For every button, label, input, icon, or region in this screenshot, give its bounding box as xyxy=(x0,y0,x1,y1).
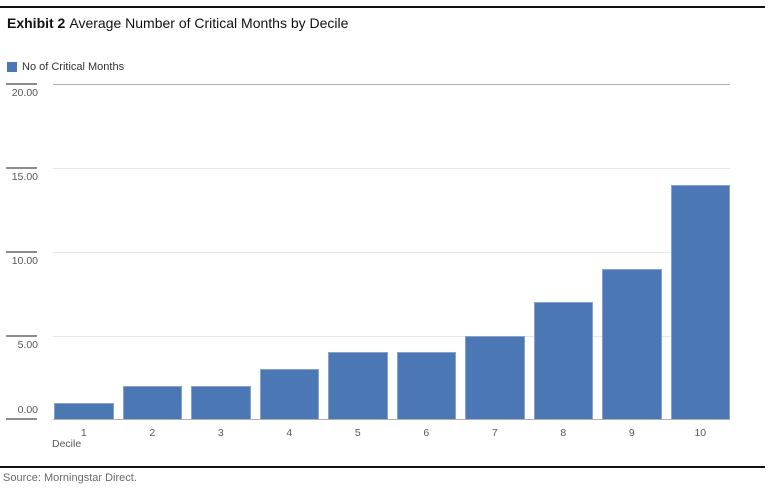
x-tick-label-5: 5 xyxy=(354,427,361,439)
source-note: Source: Morningstar Direct. xyxy=(3,472,137,484)
bar-decile-3 xyxy=(191,385,251,420)
legend-swatch-icon xyxy=(7,62,17,72)
exhibit-title: Exhibit 2 Average Number of Critical Mont… xyxy=(7,15,348,31)
gridline-15 xyxy=(53,167,730,169)
chart-legend: No of Critical Months xyxy=(7,61,124,73)
y-tick-10 xyxy=(6,250,37,253)
x-tick-label-9: 9 xyxy=(628,427,635,439)
y-tick-0 xyxy=(6,418,37,421)
y-tick-label-0: 0.00 xyxy=(17,404,38,417)
bar-decile-9 xyxy=(602,268,662,420)
exhibit-title-text: Average Number of Critical Months by Dec… xyxy=(69,15,349,31)
y-tick-15 xyxy=(6,166,37,169)
bottom-border xyxy=(0,466,765,468)
y-tick-label-20: 20.00 xyxy=(11,87,38,99)
x-tick-label-7: 7 xyxy=(491,427,498,439)
y-tick-label-5: 5.00 xyxy=(17,338,38,351)
x-tick-label-6: 6 xyxy=(423,427,430,439)
y-tick-20 xyxy=(6,83,37,85)
bar-decile-8 xyxy=(533,302,593,420)
bar-decile-5 xyxy=(328,352,388,420)
x-tick-label-2: 2 xyxy=(149,427,156,439)
x-tick-label-8: 8 xyxy=(560,427,567,439)
bar-decile-4 xyxy=(259,369,319,420)
bar-decile-2 xyxy=(122,385,182,420)
bar-decile-7 xyxy=(465,335,525,420)
exhibit-number: Exhibit 2 xyxy=(7,15,66,31)
gridline-0 xyxy=(53,419,730,421)
gridline-5 xyxy=(53,335,730,337)
y-tick-label-10: 10.00 xyxy=(11,254,38,267)
gridline-20 xyxy=(53,84,730,85)
x-tick-label-1: 1 xyxy=(80,427,87,439)
x-tick-label-10: 10 xyxy=(694,427,707,439)
x-tick-label-3: 3 xyxy=(217,427,224,439)
y-tick-label-15: 15.00 xyxy=(11,170,38,183)
x-axis-title: Decile xyxy=(52,438,82,450)
gridline-10 xyxy=(53,251,730,253)
top-border xyxy=(0,6,765,8)
bar-decile-10 xyxy=(670,184,730,420)
bar-decile-1 xyxy=(54,402,114,420)
legend-label: No of Critical Months xyxy=(22,61,125,73)
y-tick-5 xyxy=(6,334,37,337)
x-tick-label-4: 4 xyxy=(286,427,293,439)
bar-decile-6 xyxy=(396,352,456,420)
